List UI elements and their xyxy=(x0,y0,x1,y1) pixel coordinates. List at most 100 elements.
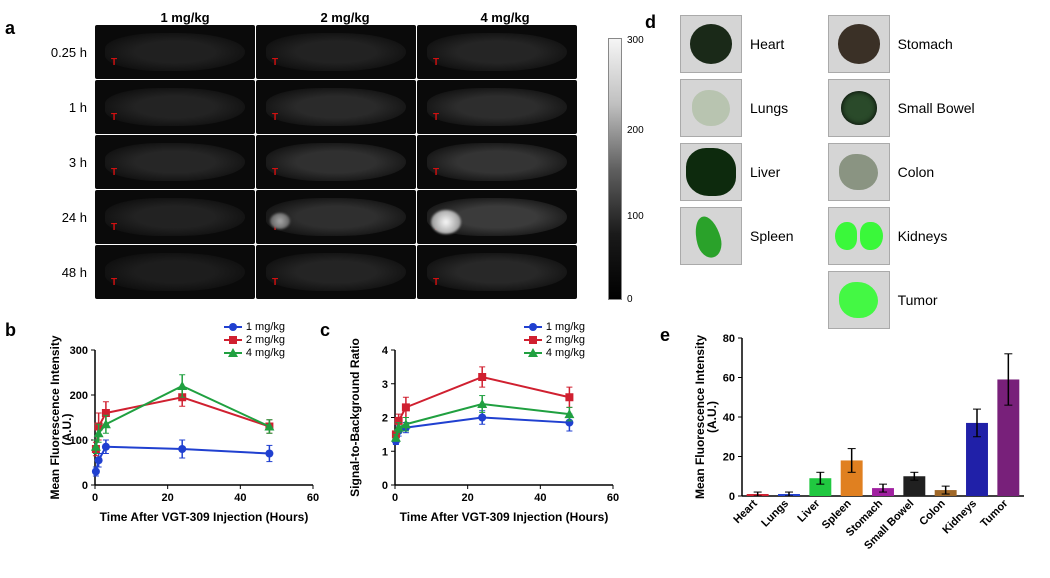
tumor-marker: T xyxy=(272,277,278,288)
mouse-image: T xyxy=(95,25,255,79)
svg-text:Lungs: Lungs xyxy=(759,498,791,530)
organ-image xyxy=(828,15,890,73)
organ-image xyxy=(828,79,890,137)
svg-text:Heart: Heart xyxy=(731,497,760,526)
organ-column: Stomach Small Bowel Colon Kidneys Tumor xyxy=(828,15,975,329)
panel-e: 020406080HeartLungsLiverSpleenStomachSma… xyxy=(690,330,1030,570)
colorbar: 300 200 100 0 xyxy=(608,38,622,300)
tumor-marker: T xyxy=(111,112,117,123)
colorbar-tick: 300 xyxy=(627,35,644,46)
svg-text:1: 1 xyxy=(382,446,388,458)
svg-text:0: 0 xyxy=(92,492,98,504)
legend-item: 1 mg/kg xyxy=(524,321,585,333)
tumor-marker: T xyxy=(272,167,278,178)
panel-d: Heart Lungs Liver Spleen Stomach Small Bowel… xyxy=(680,15,1010,329)
svg-text:60: 60 xyxy=(307,492,319,504)
svg-text:4: 4 xyxy=(382,345,389,357)
svg-text:200: 200 xyxy=(70,390,88,402)
mouse-image: T xyxy=(256,245,416,299)
svg-text:0: 0 xyxy=(82,480,88,492)
svg-text:3: 3 xyxy=(382,379,388,391)
tumor-marker: T xyxy=(272,112,278,123)
svg-text:80: 80 xyxy=(723,333,735,345)
panel-a-container: 1 mg/kg 2 mg/kg 4 mg/kg 0.25 hTTT1 hTTT3… xyxy=(35,10,630,300)
svg-text:Time After VGT-309 Injection (: Time After VGT-309 Injection (Hours) xyxy=(400,510,609,524)
svg-text:Time After VGT-309 Injection (: Time After VGT-309 Injection (Hours) xyxy=(100,510,309,524)
svg-text:Signal-to-Background Ratio: Signal-to-Background Ratio xyxy=(348,338,362,497)
panel-a-grid: 0.25 hTTT1 hTTT3 hTTT24 hTTT48 hTTT xyxy=(35,25,630,299)
mouse-image: T xyxy=(95,190,255,244)
chart-c: 012340204060Signal-to-Background RatioTi… xyxy=(345,325,625,545)
organ-image xyxy=(680,207,742,265)
tumor-marker: T xyxy=(433,167,439,178)
mouse-image: T xyxy=(95,245,255,299)
panel-c-letter: c xyxy=(320,320,330,341)
col-header: 4 mg/kg xyxy=(425,10,585,25)
tumor-marker: T xyxy=(111,277,117,288)
chart-b: 01002003000204060Mean Fluorescence Inten… xyxy=(45,325,325,545)
legend-item: 2 mg/kg xyxy=(224,334,285,346)
svg-text:40: 40 xyxy=(723,412,735,424)
row-label: 1 h xyxy=(35,100,95,115)
tumor-marker: T xyxy=(433,112,439,123)
organ-item: Kidneys xyxy=(828,207,975,265)
svg-text:20: 20 xyxy=(462,492,474,504)
organ-item: Tumor xyxy=(828,271,975,329)
organ-label: Stomach xyxy=(898,36,953,52)
tumor-marker: T xyxy=(433,57,439,68)
organ-image xyxy=(828,271,890,329)
panel-d-letter: d xyxy=(645,12,656,33)
chart-c-legend: 1 mg/kg2 mg/kg4 mg/kg xyxy=(524,321,585,360)
chart-e-svg: 020406080HeartLungsLiverSpleenStomachSma… xyxy=(690,330,1030,570)
row-label: 3 h xyxy=(35,155,95,170)
organ-image xyxy=(680,15,742,73)
mouse-image: T xyxy=(256,80,416,134)
organ-label: Spleen xyxy=(750,228,794,244)
organ-item: Spleen xyxy=(680,207,794,265)
svg-text:0: 0 xyxy=(729,491,735,503)
organ-item: Colon xyxy=(828,143,975,201)
mouse-image: T xyxy=(95,135,255,189)
mouse-image: T xyxy=(417,135,577,189)
row-label: 24 h xyxy=(35,210,95,225)
tumor-marker: T xyxy=(433,277,439,288)
organ-image xyxy=(680,143,742,201)
svg-text:60: 60 xyxy=(723,373,735,385)
svg-text:Kidneys: Kidneys xyxy=(940,498,979,537)
col-header: 2 mg/kg xyxy=(265,10,425,25)
panel-b-letter: b xyxy=(5,320,16,341)
svg-text:0: 0 xyxy=(392,492,398,504)
svg-text:60: 60 xyxy=(607,492,619,504)
svg-text:2: 2 xyxy=(382,413,388,425)
organ-item: Lungs xyxy=(680,79,794,137)
panel-e-letter: e xyxy=(660,325,670,346)
col-header: 1 mg/kg xyxy=(105,10,265,25)
legend-item: 1 mg/kg xyxy=(224,321,285,333)
svg-text:40: 40 xyxy=(234,492,246,504)
tumor-marker: T xyxy=(272,57,278,68)
organ-label: Liver xyxy=(750,164,780,180)
svg-text:(A.U.): (A.U.) xyxy=(60,414,74,446)
tumor-marker: T xyxy=(111,57,117,68)
panel-a-letter: a xyxy=(5,18,15,39)
legend-item: 4 mg/kg xyxy=(224,347,285,359)
mouse-image: T xyxy=(256,25,416,79)
svg-text:0: 0 xyxy=(382,480,388,492)
mouse-image: T xyxy=(417,245,577,299)
mouse-image: T xyxy=(256,190,416,244)
tumor-marker: T xyxy=(111,167,117,178)
svg-text:Tumor: Tumor xyxy=(978,497,1011,530)
organ-label: Kidneys xyxy=(898,228,948,244)
svg-text:Liver: Liver xyxy=(795,497,823,525)
legend-item: 2 mg/kg xyxy=(524,334,585,346)
organ-image xyxy=(828,207,890,265)
organ-item: Liver xyxy=(680,143,794,201)
organ-label: Small Bowel xyxy=(898,100,975,116)
organ-item: Small Bowel xyxy=(828,79,975,137)
colorbar-tick: 100 xyxy=(627,211,644,222)
mouse-image: T xyxy=(417,190,577,244)
mouse-image: T xyxy=(417,80,577,134)
panel-a-col-headers: 1 mg/kg 2 mg/kg 4 mg/kg xyxy=(105,10,630,25)
organ-label: Colon xyxy=(898,164,935,180)
organ-label: Heart xyxy=(750,36,784,52)
